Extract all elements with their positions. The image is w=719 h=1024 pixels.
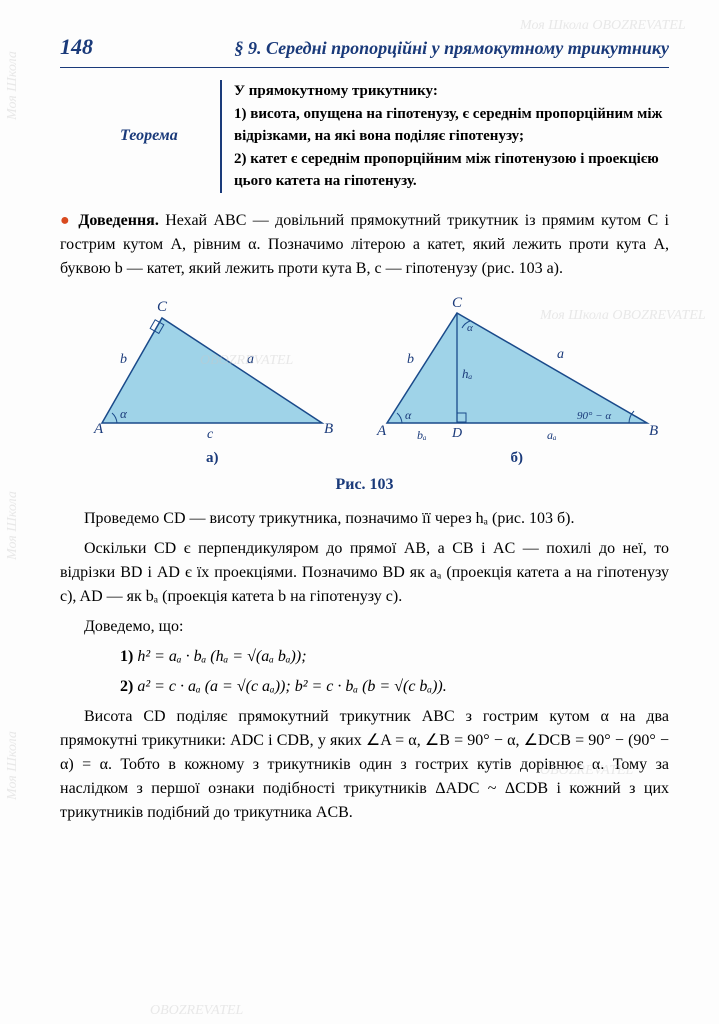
formula-2-num: 2) <box>120 678 133 695</box>
label-A: A <box>93 421 104 437</box>
proof-para-2: Проведемо CD — висоту трикутника, познач… <box>60 507 669 531</box>
bullet-icon: ● <box>60 212 72 229</box>
watermark: Моя Школа <box>2 51 23 120</box>
label-a: a <box>247 352 254 367</box>
label-b: b <box>407 352 414 367</box>
label-B: B <box>324 421 333 437</box>
figures-row: A B C b a c α а) A B C D b a hₐ α α 90° … <box>60 293 669 470</box>
label-alpha: α <box>405 408 412 422</box>
label-alpha: α <box>120 406 128 421</box>
label-ha: hₐ <box>462 366 473 381</box>
page-header: 148 § 9. Середні пропорційні у прямокутн… <box>60 30 669 68</box>
figure-a-label: а) <box>60 447 365 470</box>
label-B: B <box>649 423 658 439</box>
formula-1-body: h² = aₐ · bₐ (hₐ = √(aₐ bₐ)); <box>137 648 306 665</box>
figure-caption: Рис. 103 <box>60 473 669 497</box>
formula-2: 2) a² = c · aₐ (a = √(c aₐ)); b² = c · b… <box>120 675 669 699</box>
proof-label: Доведення. <box>78 212 158 229</box>
watermark: Моя Школа <box>2 731 23 800</box>
prove-intro: Доведемо, що: <box>60 615 669 639</box>
watermark: Моя Школа <box>2 491 23 560</box>
figure-b-label: б) <box>365 447 670 470</box>
formula-1-num: 1) <box>120 648 133 665</box>
label-c: c <box>207 427 214 442</box>
figure-a: A B C b a c α а) <box>60 293 365 470</box>
label-alpha2: α <box>467 322 473 334</box>
theorem-item-1: 1) висота, опущена на гіпотенузу, є сере… <box>234 103 669 148</box>
theorem-body: У прямокутному трикутнику: 1) висота, оп… <box>220 80 669 193</box>
label-A: A <box>376 423 387 439</box>
label-angle-b: 90° − α <box>577 410 611 422</box>
proof-para-3: Оскільки CD є перпендикуляром до прямої … <box>60 537 669 609</box>
formula-2-body: a² = c · aₐ (a = √(c aₐ)); b² = c · bₐ (… <box>137 678 446 695</box>
label-b: b <box>120 352 127 367</box>
theorem-item-2: 2) катет є середнім пропорційним між гіп… <box>234 148 669 193</box>
triangle-a-svg: A B C b a c α <box>82 293 342 443</box>
theorem-intro: У прямокутному трикутнику: <box>234 80 669 103</box>
label-a: a <box>557 347 564 362</box>
formula-1: 1) h² = aₐ · bₐ (hₐ = √(aₐ bₐ)); <box>120 645 669 669</box>
label-C: C <box>452 295 463 311</box>
label-bc: bₐ <box>417 428 427 442</box>
label-D: D <box>451 426 462 441</box>
label-ac: aₐ <box>547 428 557 442</box>
figure-b: A B C D b a hₐ α α 90° − α bₐ aₐ б) <box>365 293 670 470</box>
proof-para-4: Висота CD поділяє прямокутний трикутник … <box>60 705 669 825</box>
label-C: C <box>157 299 168 315</box>
theorem-label: Теорема <box>120 80 220 193</box>
watermark: OBOZREVATEL <box>150 1000 243 1021</box>
page-number: 148 <box>60 30 93 63</box>
triangle-b-svg: A B C D b a hₐ α α 90° − α bₐ aₐ <box>367 293 667 443</box>
theorem-block: Теорема У прямокутному трикутнику: 1) ви… <box>120 80 669 193</box>
section-title: § 9. Середні пропорційні у прямокутному … <box>235 35 669 62</box>
proof-intro: ● Доведення. Нехай ABC — довільний прямо… <box>60 209 669 281</box>
